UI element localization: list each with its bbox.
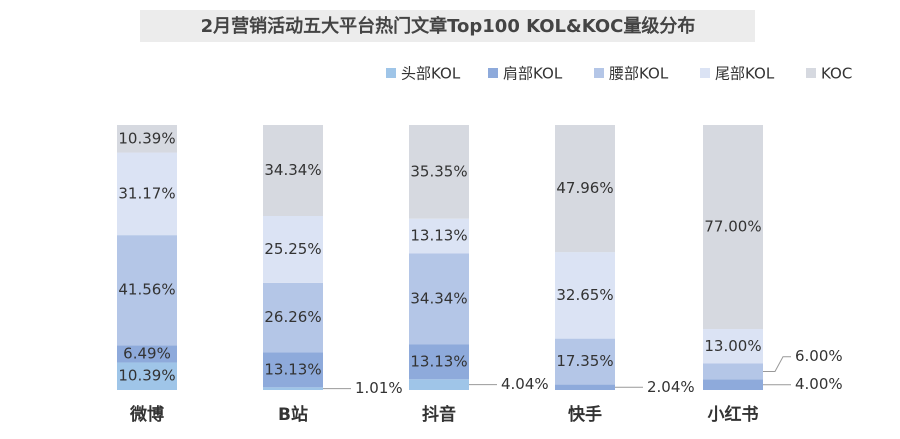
data-label: 47.96% — [556, 179, 613, 197]
legend-label: 肩部KOL — [503, 65, 563, 83]
data-label: 1.01% — [355, 379, 403, 397]
bar-segment — [703, 379, 763, 390]
data-label: 35.35% — [410, 162, 467, 180]
data-label: 32.65% — [556, 286, 613, 304]
bar-segment — [263, 125, 323, 217]
legend-label: 尾部KOL — [715, 65, 775, 83]
data-label: 10.39% — [118, 367, 175, 385]
bar-segment — [409, 218, 469, 254]
x-tick-label: B站 — [278, 404, 308, 425]
legend-swatch — [386, 68, 396, 78]
bar-segment — [117, 235, 177, 346]
data-label: 41.56% — [118, 281, 175, 299]
bar-segment — [409, 379, 469, 390]
data-label: 13.13% — [410, 352, 467, 370]
data-label: 34.34% — [410, 289, 467, 307]
x-tick-label: 小红书 — [708, 404, 759, 425]
data-label: 77.00% — [704, 218, 761, 236]
x-tick-label: 抖音 — [422, 404, 456, 425]
data-label: 10.39% — [118, 129, 175, 147]
legend-swatch — [806, 68, 816, 78]
data-label: 31.17% — [118, 184, 175, 202]
data-label: 2.04% — [647, 378, 695, 396]
x-tick-label: 微博 — [129, 404, 164, 425]
data-label: 6.00% — [795, 347, 843, 365]
bar-segment — [703, 329, 763, 364]
x-tick-label: 快手 — [568, 404, 602, 425]
legend-label: KOC — [821, 65, 852, 83]
data-label: 26.26% — [264, 308, 321, 326]
data-label: 4.04% — [501, 375, 549, 393]
bar-segment — [263, 387, 323, 390]
data-label: 25.25% — [264, 240, 321, 258]
data-label: 6.49% — [123, 344, 171, 362]
legend-label: 腰部KOL — [609, 65, 669, 83]
bar-segment — [703, 363, 763, 380]
data-label: 17.35% — [556, 352, 613, 370]
bar-segment — [117, 152, 177, 236]
legend-swatch — [700, 68, 710, 78]
data-label: 4.00% — [795, 375, 843, 393]
bar-segment — [555, 252, 615, 339]
chart-title: 2月营销活动五大平台热门文章Top100 KOL&KOC量级分布 — [201, 15, 696, 37]
data-label: 13.00% — [704, 337, 761, 355]
bar-segment — [409, 253, 469, 345]
bar-segment — [555, 125, 615, 253]
bar-segment — [263, 282, 323, 353]
bar-segment — [263, 216, 323, 283]
bar-segment — [263, 352, 323, 388]
bar-segment — [703, 125, 763, 330]
legend-label: 头部KOL — [401, 65, 461, 83]
data-label: 13.13% — [410, 227, 467, 245]
bar-segment — [555, 384, 615, 390]
bar-segment — [117, 125, 177, 153]
title-box — [140, 10, 755, 42]
bar-segment — [409, 125, 469, 219]
bar-segment — [117, 345, 177, 363]
leader-line — [763, 356, 791, 372]
data-label: 13.13% — [264, 360, 321, 378]
legend-swatch — [488, 68, 498, 78]
bar-segment — [555, 338, 615, 385]
legend-swatch — [594, 68, 604, 78]
data-label: 34.34% — [264, 161, 321, 179]
bar-segment — [409, 344, 469, 380]
bar-segment — [117, 362, 177, 390]
